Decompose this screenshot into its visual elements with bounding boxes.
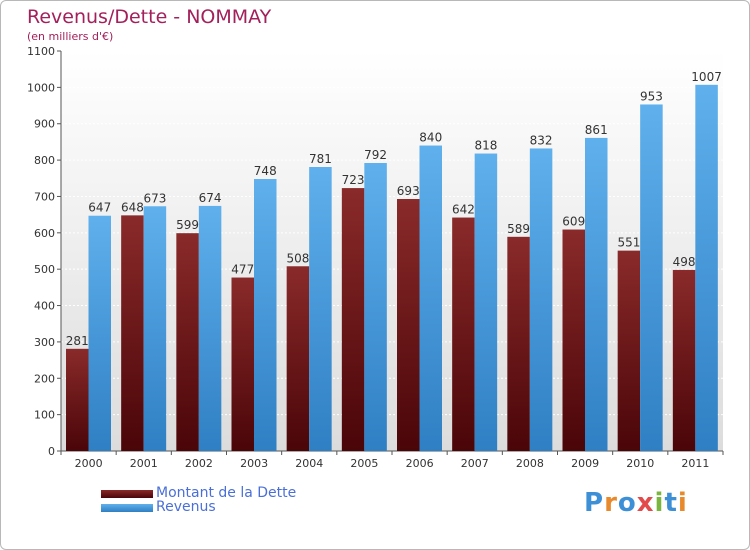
data-label-debt-2007: 642 xyxy=(452,203,475,217)
data-label-debt-2010: 551 xyxy=(617,236,640,250)
data-label-revenue-2002: 674 xyxy=(199,191,222,205)
bar-debt-2007 xyxy=(452,217,475,451)
data-label-revenue-2003: 748 xyxy=(254,164,277,178)
bar-debt-2006 xyxy=(397,199,420,451)
bar-revenue-2003 xyxy=(254,179,277,451)
y-tick-label: 0 xyxy=(48,445,55,458)
bar-debt-2003 xyxy=(231,277,254,451)
logo-letter: x xyxy=(636,488,655,518)
x-tick-label-2011: 2011 xyxy=(681,457,709,470)
bar-debt-2000 xyxy=(66,348,89,451)
x-tick-label-2010: 2010 xyxy=(626,457,654,470)
data-label-debt-2009: 609 xyxy=(562,215,585,229)
x-tick-label-2008: 2008 xyxy=(516,457,544,470)
bar-revenue-2001 xyxy=(143,206,167,451)
bar-revenue-2002 xyxy=(198,205,222,451)
bar-debt-2009 xyxy=(562,229,585,451)
y-tick-label: 400 xyxy=(34,300,55,313)
y-tick-label: 300 xyxy=(34,336,55,349)
x-tick-label-2003: 2003 xyxy=(240,457,268,470)
bar-revenue-2009 xyxy=(585,137,608,451)
y-tick-label: 800 xyxy=(34,154,55,167)
bar-revenue-2004 xyxy=(309,167,332,451)
legend-swatch-revenue xyxy=(101,504,153,512)
x-tick-label-2002: 2002 xyxy=(185,457,213,470)
logo-letter: P xyxy=(584,488,605,518)
data-label-debt-2011: 498 xyxy=(673,255,696,269)
data-label-debt-2004: 508 xyxy=(286,251,309,265)
data-label-debt-2008: 589 xyxy=(507,222,530,236)
logo-letter: t xyxy=(664,488,678,518)
data-label-debt-2006: 693 xyxy=(397,184,420,198)
y-tick-label: 600 xyxy=(34,227,55,240)
bar-debt-2008 xyxy=(507,236,530,451)
y-tick-label: 200 xyxy=(34,372,55,385)
x-tick-label-2005: 2005 xyxy=(350,457,378,470)
y-tick-label: 500 xyxy=(34,263,55,276)
bar-debt-2010 xyxy=(617,250,641,451)
bar-revenue-2010 xyxy=(640,104,663,452)
data-label-revenue-2010: 953 xyxy=(640,89,663,103)
y-tick-label: 900 xyxy=(34,118,55,131)
bar-revenue-2007 xyxy=(474,153,498,451)
data-label-revenue-2006: 840 xyxy=(419,131,442,145)
x-tick-label-2007: 2007 xyxy=(461,457,489,470)
data-label-debt-2003: 477 xyxy=(231,263,254,277)
logo-letter: i xyxy=(654,488,665,518)
logo-letter: r xyxy=(604,488,618,518)
legend-label-debt: Montant de la Dette xyxy=(156,485,297,501)
data-label-revenue-2001: 673 xyxy=(143,191,166,205)
x-tick-label-2004: 2004 xyxy=(295,457,323,470)
x-tick-label-2009: 2009 xyxy=(571,457,599,470)
chart-title: Revenus/Dette - NOMMAY xyxy=(27,6,272,28)
data-label-debt-2000: 281 xyxy=(66,334,89,348)
x-tick-label-2001: 2001 xyxy=(130,457,158,470)
bar-debt-2002 xyxy=(176,233,199,451)
bar-revenue-2008 xyxy=(529,148,553,452)
y-tick-label: 1100 xyxy=(27,45,55,58)
data-label-debt-2001: 648 xyxy=(121,200,144,214)
bar-debt-2005 xyxy=(341,188,365,451)
data-label-debt-2005: 723 xyxy=(342,173,365,187)
logo-letter: i xyxy=(677,488,688,518)
plot-background xyxy=(61,51,723,451)
data-label-revenue-2005: 792 xyxy=(364,148,387,162)
bar-revenue-2005 xyxy=(364,163,387,451)
bar-debt-2004 xyxy=(286,266,310,451)
bar-revenue-2006 xyxy=(419,145,442,451)
chart-subtitle: (en milliers d'€) xyxy=(27,30,114,43)
y-tick-label: 1000 xyxy=(27,81,55,94)
data-label-revenue-2000: 647 xyxy=(88,201,111,215)
x-tick-label-2006: 2006 xyxy=(406,457,434,470)
legend-label-revenue: Revenus xyxy=(156,499,216,515)
y-tick-label: 700 xyxy=(34,190,55,203)
proxiti-logo: Proxiti xyxy=(584,488,688,518)
data-label-revenue-2009: 861 xyxy=(585,123,608,137)
data-label-revenue-2004: 781 xyxy=(309,152,332,166)
x-tick-label-2000: 2000 xyxy=(75,457,103,470)
data-label-debt-2002: 599 xyxy=(176,218,199,232)
bar-debt-2001 xyxy=(121,215,144,451)
bar-revenue-2011 xyxy=(695,84,718,452)
bar-debt-2011 xyxy=(672,269,696,451)
logo-letter: o xyxy=(617,488,637,518)
data-label-revenue-2008: 832 xyxy=(530,133,553,147)
legend-swatch-debt xyxy=(101,490,153,498)
data-label-revenue-2007: 818 xyxy=(474,139,497,153)
data-label-revenue-2011: 1007 xyxy=(691,70,722,84)
y-tick-label: 100 xyxy=(34,409,55,422)
bar-revenue-2000 xyxy=(88,215,111,451)
